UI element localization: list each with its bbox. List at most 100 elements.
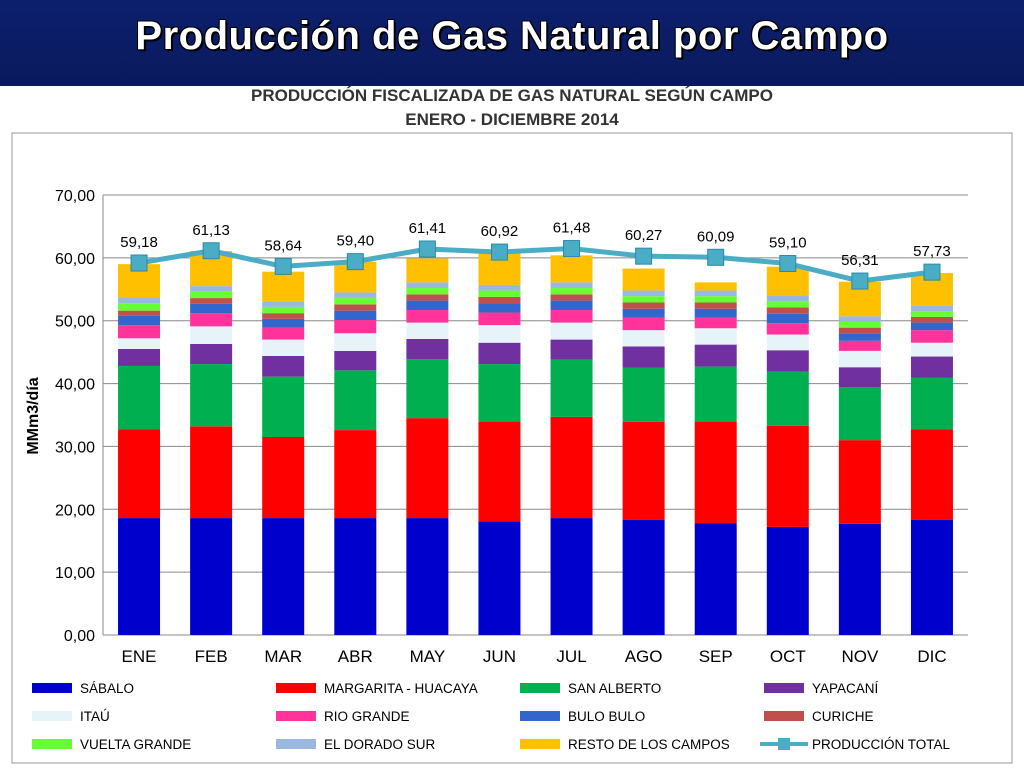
bar-segment bbox=[766, 371, 809, 426]
bar-segment bbox=[334, 310, 377, 321]
legend-label: VUELTA GRANDE bbox=[80, 737, 191, 752]
bar-segment bbox=[406, 518, 449, 635]
legend-label: RIO GRANDE bbox=[324, 709, 410, 724]
bar-segment bbox=[262, 318, 305, 328]
total-point bbox=[563, 240, 581, 258]
bar-segment bbox=[262, 518, 305, 635]
bar-segment bbox=[838, 387, 881, 441]
bar-segment bbox=[190, 364, 233, 427]
bar-segment bbox=[478, 284, 521, 291]
x-tick-label: ENE bbox=[122, 647, 157, 666]
total-point bbox=[130, 254, 148, 272]
bar-segment bbox=[910, 377, 953, 430]
bar-segment bbox=[406, 338, 449, 360]
bar-segment bbox=[550, 339, 593, 360]
bar-segment bbox=[262, 355, 305, 377]
legend-label: PRODUCCIÓN TOTAL bbox=[812, 737, 951, 752]
legend-label: YAPACANÍ bbox=[812, 681, 879, 696]
bar-segment bbox=[262, 437, 305, 519]
bar-segment bbox=[118, 325, 161, 339]
x-tick-label: AGO bbox=[625, 647, 663, 666]
gridlines bbox=[102, 194, 968, 636]
bar-segment bbox=[622, 308, 665, 318]
bar-segment bbox=[622, 330, 665, 347]
bar-segment bbox=[694, 328, 737, 345]
bar-segment bbox=[118, 303, 161, 311]
bar-segment bbox=[622, 367, 665, 422]
data-label: 61,41 bbox=[409, 220, 447, 237]
x-tick-label: NOV bbox=[841, 647, 879, 666]
total-point bbox=[202, 242, 220, 260]
x-tick-label: MAR bbox=[264, 647, 302, 666]
data-label: 60,27 bbox=[625, 227, 663, 244]
bar-segment bbox=[334, 430, 377, 519]
bar-segment bbox=[118, 365, 161, 430]
bar-segment bbox=[622, 346, 665, 368]
bar-segment bbox=[550, 282, 593, 289]
chart-title: PRODUCCIÓN FISCALIZADA DE GAS NATURAL SE… bbox=[251, 86, 773, 105]
bar-segment bbox=[838, 321, 881, 328]
legend-swatch bbox=[32, 711, 72, 721]
y-tick-label: 60,00 bbox=[55, 251, 95, 268]
total-point bbox=[635, 247, 653, 265]
bar-segment bbox=[766, 350, 809, 372]
bar-stack bbox=[910, 272, 953, 635]
legend-swatch bbox=[32, 683, 72, 693]
bar-segment bbox=[694, 317, 737, 329]
y-tick-label: 30,00 bbox=[55, 439, 95, 456]
bar-segment bbox=[550, 416, 593, 519]
total-point bbox=[923, 263, 941, 281]
bar-segment bbox=[550, 518, 593, 635]
bar-segment bbox=[478, 325, 521, 343]
bar-segment bbox=[910, 305, 953, 312]
y-tick-label: 20,00 bbox=[55, 502, 95, 519]
x-axis-ticks: ENE FEB MAR ABR MAY JUN JUL AGO SEP OCT NOV DIC bbox=[122, 647, 947, 666]
bar-segment bbox=[406, 258, 449, 283]
bar-segment bbox=[478, 364, 521, 422]
bar-segment bbox=[550, 322, 593, 340]
bar-segment bbox=[190, 343, 233, 365]
total-point bbox=[707, 248, 725, 266]
legend-item: RESTO DE LOS CAMPOS bbox=[520, 737, 730, 752]
bar-segment bbox=[622, 317, 665, 331]
data-label: 59,18 bbox=[120, 234, 158, 251]
y-tick-label: 70,00 bbox=[55, 188, 95, 205]
bar-segment bbox=[550, 359, 593, 417]
bar-stack bbox=[766, 266, 809, 635]
bar-stack bbox=[838, 281, 881, 635]
bar-segment bbox=[406, 359, 449, 419]
bar-segment bbox=[766, 526, 809, 635]
bar-segment bbox=[190, 298, 233, 304]
total-point bbox=[346, 253, 364, 271]
x-tick-label: FEB bbox=[195, 647, 228, 666]
bar-segment bbox=[766, 307, 809, 314]
data-label: 60,09 bbox=[697, 228, 735, 245]
bar-segment bbox=[550, 310, 593, 323]
bar-segment bbox=[478, 290, 521, 297]
bar-segment bbox=[118, 315, 161, 326]
bar-segment bbox=[262, 327, 305, 340]
bar-segment bbox=[910, 342, 953, 357]
bar-segment bbox=[766, 323, 809, 335]
data-label: 59,10 bbox=[769, 235, 807, 252]
legend-swatch bbox=[764, 683, 804, 693]
bar-stack bbox=[622, 268, 665, 635]
data-label: 61,13 bbox=[192, 222, 230, 239]
bar-segment bbox=[262, 339, 305, 356]
legend-item: SÁBALO bbox=[32, 681, 134, 696]
legend-label: EL DORADO SUR bbox=[324, 737, 436, 752]
bar-segment bbox=[694, 290, 737, 297]
legend-label: SAN ALBERTO bbox=[568, 681, 661, 696]
legend-item: MARGARITA - HUACAYA bbox=[276, 681, 478, 696]
bar-segment bbox=[334, 370, 377, 431]
legend-item: CURICHE bbox=[764, 709, 874, 724]
bar-segment bbox=[334, 298, 377, 305]
bar-stack bbox=[190, 250, 233, 635]
x-tick-label: MAY bbox=[410, 647, 446, 666]
legend-label: RESTO DE LOS CAMPOS bbox=[568, 737, 730, 752]
legend-label: CURICHE bbox=[812, 709, 874, 724]
bar-segment bbox=[766, 334, 809, 351]
bar-segment bbox=[118, 297, 161, 304]
bar-segment bbox=[694, 344, 737, 367]
bar-segment bbox=[406, 310, 449, 323]
